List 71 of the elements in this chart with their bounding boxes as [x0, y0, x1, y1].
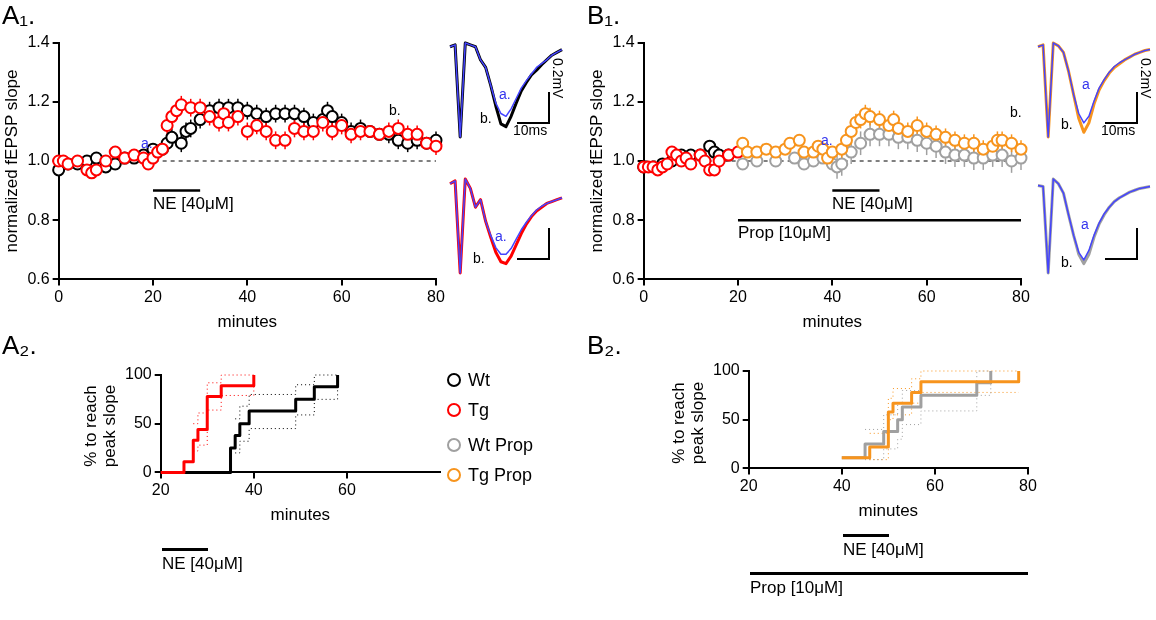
- y-axis-title: % to reach peak slope: [669, 380, 707, 467]
- legend-label: Wt Prop: [468, 434, 534, 456]
- annotation: a.: [495, 228, 507, 244]
- annotation: b.: [1061, 116, 1073, 132]
- annotation: a.: [499, 86, 511, 102]
- x-tick-label: 60: [332, 288, 351, 306]
- annotation: b.: [473, 250, 485, 266]
- annotation: NE [40μM]: [832, 194, 913, 213]
- y-tick-label: 1.4: [612, 33, 635, 51]
- text: NE [40μM]: [162, 554, 243, 573]
- annotation: b.: [389, 102, 401, 118]
- y-tick-label: 100: [124, 365, 152, 383]
- x-axis-title: minutes: [217, 312, 278, 332]
- x-tick-label: 0: [54, 288, 64, 306]
- annotation: a: [1081, 216, 1089, 232]
- chart-title: A₂.: [2, 330, 37, 361]
- chart-title: B₁.: [587, 0, 621, 31]
- annotation: b.: [480, 110, 492, 126]
- x-tick-label: 0: [639, 288, 649, 306]
- y-axis-title: normalized fEPSP slope: [1, 69, 21, 253]
- y-axis-title: normalized fEPSP slope: [586, 69, 606, 253]
- x-tick-label: 20: [151, 481, 170, 499]
- x-tick-label: 20: [739, 477, 758, 495]
- x-axis-title: minutes: [802, 312, 863, 332]
- annotation: b.: [1061, 254, 1073, 270]
- y-tick-label: 0: [730, 458, 740, 476]
- annotation: 10ms: [513, 122, 548, 138]
- x-tick-label: 40: [823, 288, 842, 306]
- x-axis-title: minutes: [270, 505, 331, 525]
- x-tick-label: 40: [238, 288, 257, 306]
- x-tick-label: 80: [1019, 477, 1037, 495]
- y-tick-label: 1.0: [27, 151, 50, 169]
- x-tick-label: 20: [144, 288, 162, 306]
- chart-title: A₁.: [2, 0, 36, 31]
- annotation: a: [1082, 76, 1090, 92]
- annotation: 0.2mV: [550, 58, 566, 99]
- x-tick-label: 60: [917, 288, 936, 306]
- legend-label: Wt: [468, 369, 490, 391]
- y-tick-label: 100: [712, 361, 740, 379]
- chart-title: B₂.: [587, 330, 622, 361]
- text: Prop [10μM]: [750, 578, 843, 597]
- y-tick-label: 0.8: [27, 210, 50, 228]
- y-tick-label: 1.0: [612, 151, 635, 169]
- annotation: 10ms: [1101, 122, 1136, 138]
- y-tick-label: 50: [133, 414, 152, 432]
- annotation: a.: [141, 135, 153, 151]
- legend-label: Tg: [468, 399, 490, 421]
- x-tick-label: 40: [832, 477, 851, 495]
- annotation: b.: [1010, 104, 1022, 120]
- y-tick-label: 0: [142, 462, 152, 480]
- y-tick-label: 0.6: [27, 269, 50, 287]
- annotation: 0.2mV: [1138, 58, 1154, 99]
- annotation: a.: [821, 132, 833, 148]
- x-tick-label: 40: [244, 481, 263, 499]
- y-tick-label: 0.6: [612, 269, 635, 287]
- text: NE [40μM]: [843, 540, 924, 559]
- legend-label: Tg Prop: [468, 464, 533, 486]
- x-axis-title: minutes: [858, 501, 919, 521]
- x-tick-label: 60: [338, 481, 356, 499]
- y-tick-label: 0.8: [612, 210, 635, 228]
- y-tick-label: 1.4: [27, 33, 50, 51]
- y-tick-label: 1.2: [612, 92, 635, 110]
- x-tick-label: 80: [1012, 288, 1030, 306]
- x-tick-label: 20: [729, 288, 747, 306]
- x-tick-label: 60: [926, 477, 944, 495]
- y-tick-label: 1.2: [27, 92, 50, 110]
- annotation: Prop [10μM]: [738, 223, 831, 242]
- x-tick-label: 80: [427, 288, 445, 306]
- y-axis-title: % to reach peak slope: [81, 383, 119, 470]
- annotation: NE [40μM]: [153, 194, 234, 213]
- y-tick-label: 50: [721, 410, 740, 428]
